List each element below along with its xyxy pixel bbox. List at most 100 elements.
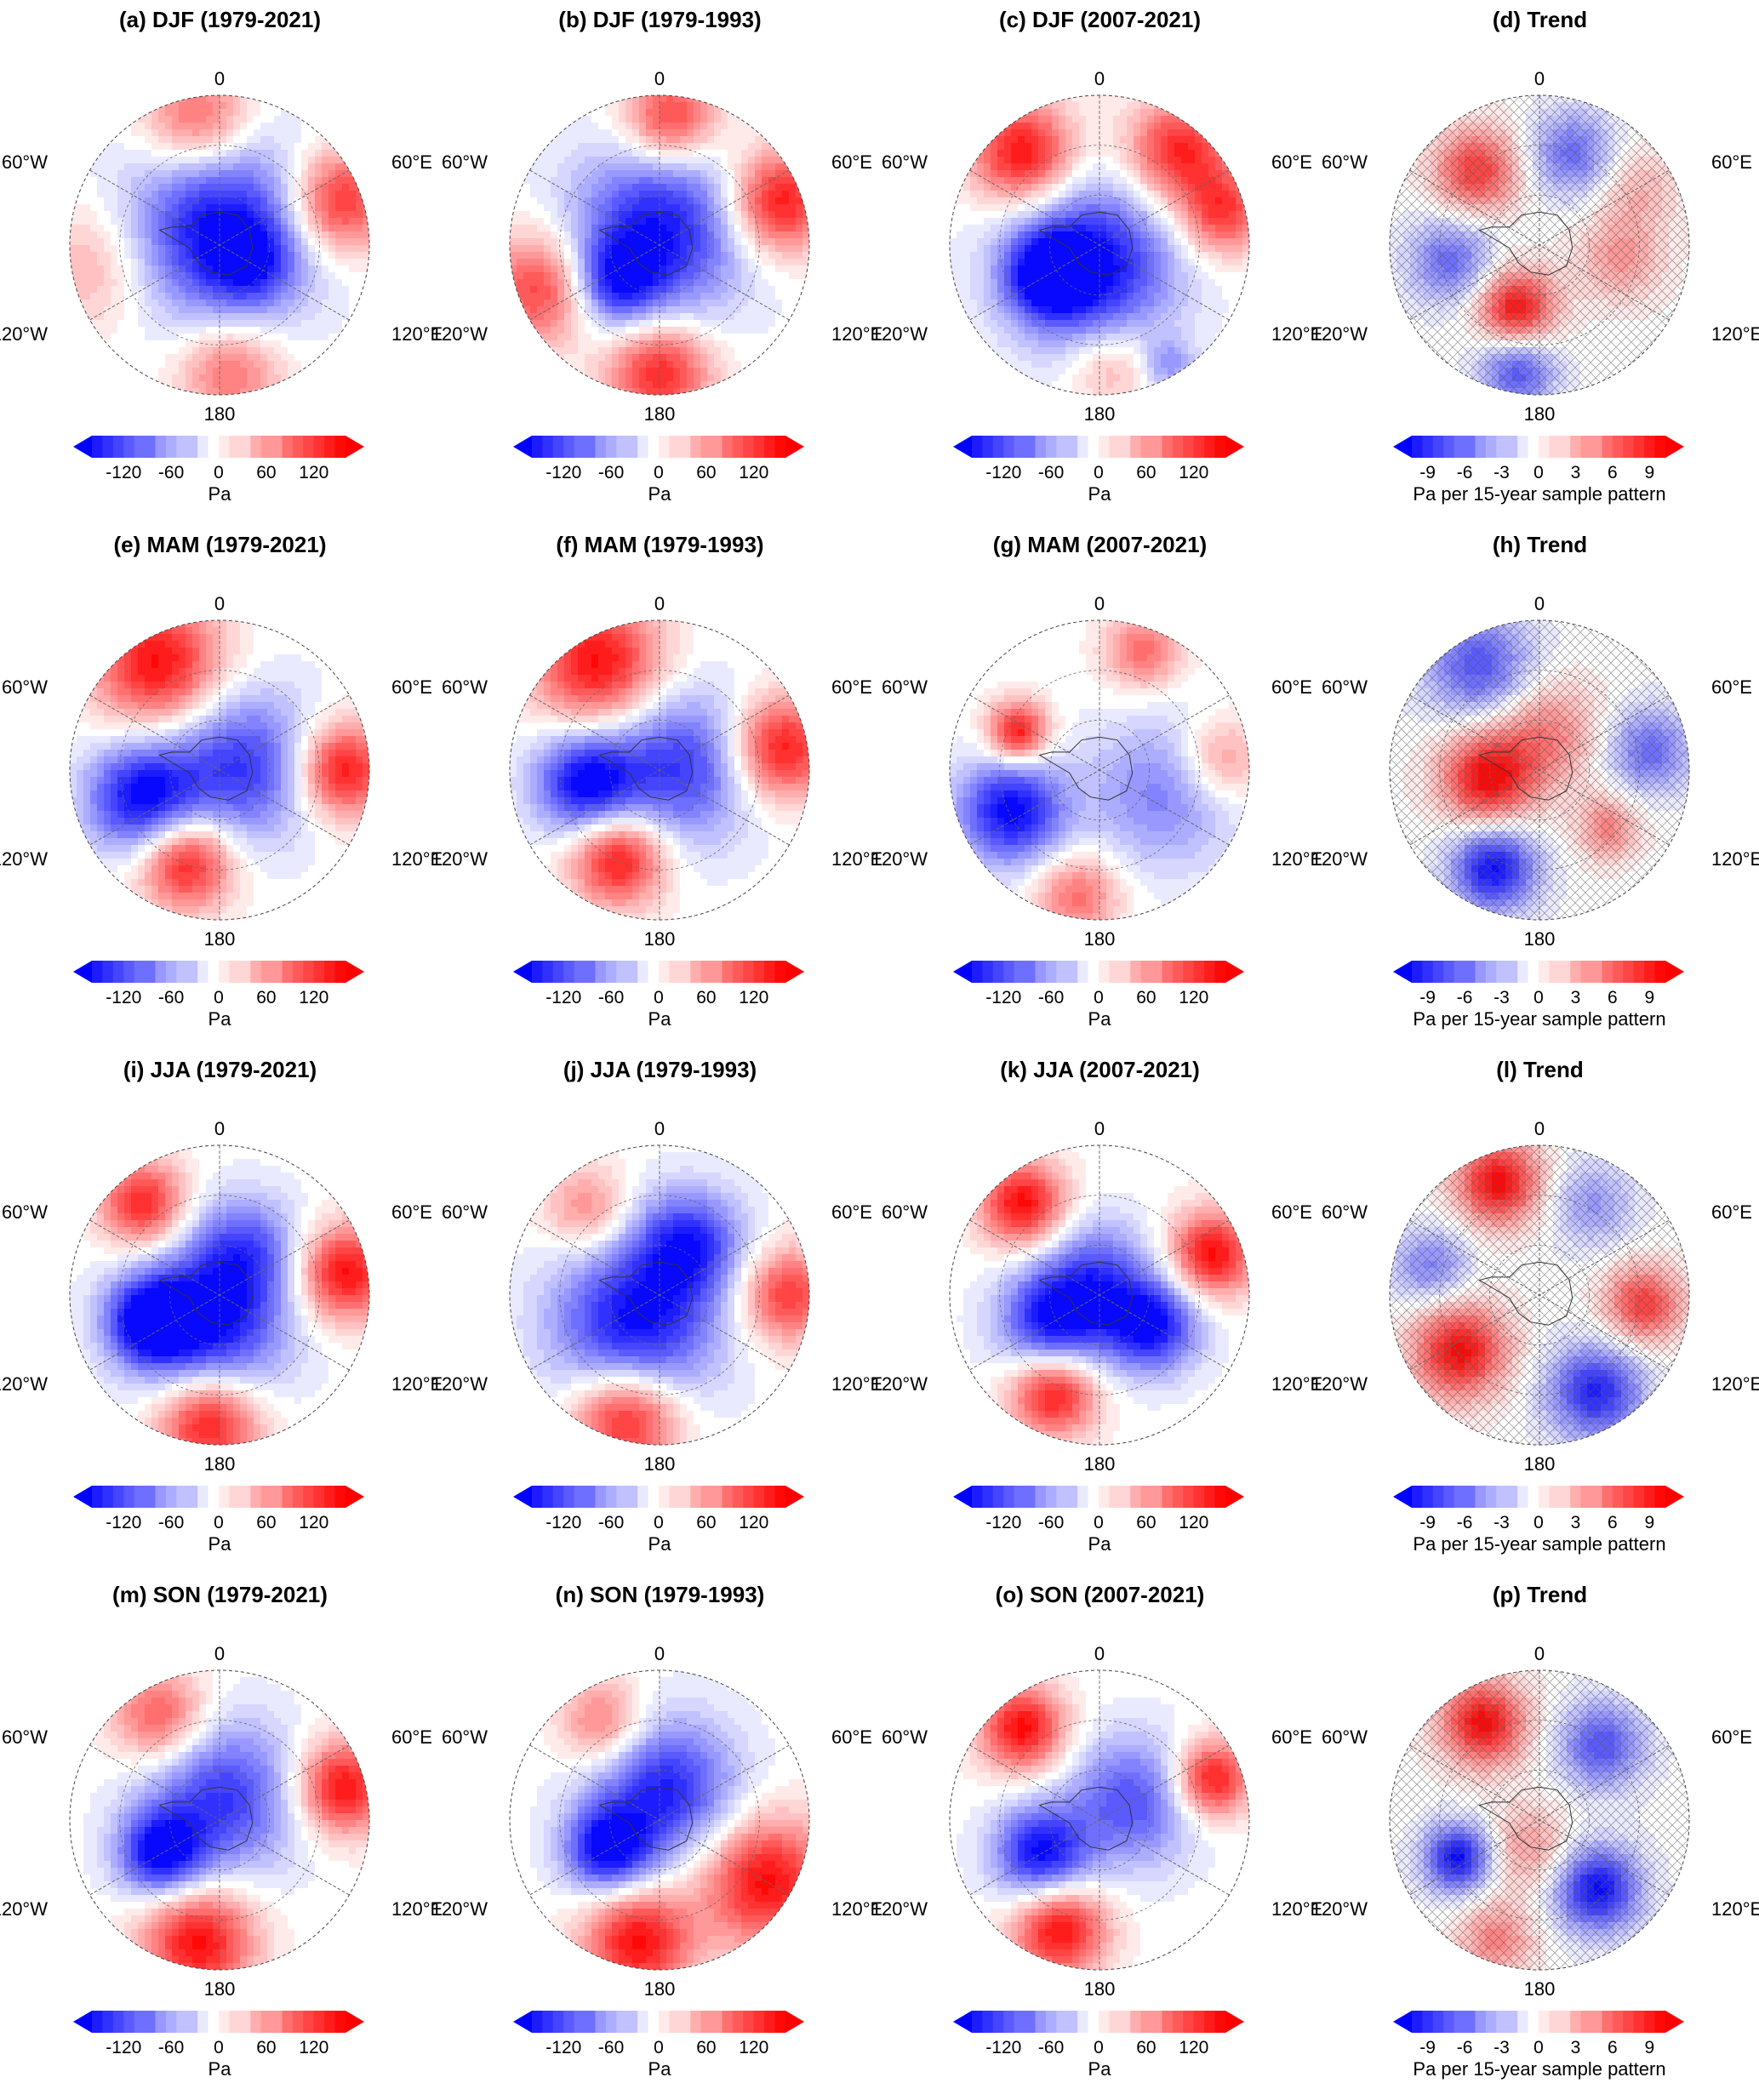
colorbar-unit: Pa bbox=[1088, 483, 1112, 505]
colorbar bbox=[513, 961, 804, 983]
colorbar-unit: Pa per 15-year sample pattern bbox=[1413, 1008, 1665, 1030]
longitude-label: 180 bbox=[1084, 1978, 1116, 2000]
colorbar-tick-label: 9 bbox=[1645, 1513, 1655, 1532]
longitude-label: 180 bbox=[644, 403, 676, 425]
pressure-field bbox=[950, 95, 1250, 396]
longitude-label: 60°E bbox=[1271, 151, 1312, 173]
longitude-label: 120°W bbox=[0, 848, 48, 870]
longitude-label: 180 bbox=[204, 403, 236, 425]
map-panel: (e) MAM (1979-2021)060°W60°E120°W120°E18… bbox=[0, 525, 440, 1050]
colorbar-tick-label: 60 bbox=[696, 988, 716, 1007]
colorbar-unit: Pa per 15-year sample pattern bbox=[1413, 1533, 1665, 1555]
longitude-label: 0 bbox=[1094, 593, 1105, 614]
colorbar-tick-label: -6 bbox=[1457, 1513, 1473, 1532]
colorbar-unit: Pa bbox=[1088, 1533, 1112, 1555]
colorbar-tick-label: 60 bbox=[1136, 2038, 1156, 2057]
colorbar-unit: Pa bbox=[648, 483, 672, 505]
longitude-label: 120°W bbox=[0, 323, 48, 345]
colorbar-tick-label: 0 bbox=[654, 1513, 664, 1532]
longitude-label: 120°W bbox=[1311, 1898, 1368, 1920]
longitude-label: 60°E bbox=[391, 1726, 432, 1748]
colorbar-tick-label: 60 bbox=[1136, 988, 1156, 1007]
longitude-label: 180 bbox=[1084, 1453, 1116, 1475]
pressure-field bbox=[1390, 1670, 1690, 1971]
colorbar-tick-label: -3 bbox=[1493, 463, 1510, 482]
colorbar-tick-label: 0 bbox=[1094, 988, 1104, 1007]
longitude-label: 60°W bbox=[1322, 151, 1368, 173]
map-panel: (m) SON (1979-2021)060°W60°E120°W120°E18… bbox=[0, 1575, 440, 2100]
colorbar-tick-label: -120 bbox=[545, 1513, 581, 1532]
colorbar-tick-label: -120 bbox=[985, 988, 1021, 1007]
colorbar-unit: Pa per 15-year sample pattern bbox=[1413, 2058, 1665, 2080]
colorbar bbox=[953, 961, 1244, 983]
longitude-label: 60°W bbox=[442, 1726, 488, 1748]
colorbar-tick-label: -60 bbox=[158, 2038, 184, 2057]
longitude-label: 180 bbox=[1524, 403, 1556, 425]
colorbar-tick-label: -9 bbox=[1419, 2038, 1436, 2057]
longitude-label: 60°E bbox=[831, 151, 872, 173]
pressure-field bbox=[70, 620, 370, 921]
longitude-label: 120°W bbox=[0, 1373, 48, 1395]
longitude-label: 120°W bbox=[431, 1898, 488, 1920]
colorbar-tick-label: 60 bbox=[256, 1513, 276, 1532]
colorbar-tick-label: 6 bbox=[1608, 463, 1618, 482]
colorbar-tick-label: 0 bbox=[1094, 1513, 1104, 1532]
longitude-label: 0 bbox=[1094, 68, 1105, 89]
colorbar-unit: Pa bbox=[1088, 2058, 1112, 2080]
colorbar-tick-label: -60 bbox=[158, 988, 184, 1007]
longitude-label: 60°E bbox=[1711, 1201, 1752, 1223]
colorbar-tick-label: 9 bbox=[1645, 463, 1655, 482]
colorbar-tick-label: 120 bbox=[299, 463, 328, 482]
pressure-field bbox=[510, 620, 810, 921]
colorbar-tick-label: 9 bbox=[1645, 988, 1655, 1007]
colorbar bbox=[1393, 436, 1684, 458]
longitude-label: 60°W bbox=[442, 151, 488, 173]
colorbar-tick-label: -120 bbox=[545, 2038, 581, 2057]
colorbar bbox=[73, 1486, 364, 1508]
longitude-label: 120°W bbox=[1311, 1373, 1368, 1395]
colorbar-tick-label: -120 bbox=[985, 463, 1021, 482]
longitude-label: 180 bbox=[644, 1978, 676, 2000]
pressure-field bbox=[70, 95, 370, 396]
longitude-label: 0 bbox=[214, 1643, 225, 1664]
longitude-label: 0 bbox=[1094, 1643, 1105, 1664]
colorbar-tick-label: 120 bbox=[1179, 2038, 1208, 2057]
colorbar-tick-label: -120 bbox=[545, 463, 581, 482]
pressure-field bbox=[950, 1145, 1250, 1446]
colorbar-tick-label: 120 bbox=[299, 988, 328, 1007]
colorbar-unit: Pa bbox=[208, 1008, 232, 1030]
colorbar-tick-label: 0 bbox=[654, 988, 664, 1007]
colorbar-tick-label: 120 bbox=[739, 1513, 768, 1532]
colorbar-unit: Pa bbox=[208, 2058, 232, 2080]
longitude-label: 60°E bbox=[1711, 151, 1752, 173]
longitude-label: 60°W bbox=[882, 676, 928, 698]
colorbar-tick-label: -60 bbox=[158, 1513, 184, 1532]
longitude-label: 60°W bbox=[2, 1726, 48, 1748]
colorbar-tick-label: -120 bbox=[985, 1513, 1021, 1532]
colorbar-tick-label: 60 bbox=[1136, 463, 1156, 482]
colorbar-tick-label: 0 bbox=[214, 1513, 224, 1532]
colorbar-tick-label: 3 bbox=[1571, 2038, 1581, 2057]
colorbar bbox=[1393, 2011, 1684, 2033]
colorbar bbox=[953, 1486, 1244, 1508]
colorbar-tick-label: 0 bbox=[214, 2038, 224, 2057]
colorbar-unit: Pa bbox=[208, 483, 232, 505]
longitude-label: 120°W bbox=[431, 323, 488, 345]
colorbar-tick-label: 120 bbox=[299, 2038, 328, 2057]
map-panel: (a) DJF (1979-2021)060°W60°E120°W120°E18… bbox=[0, 0, 440, 525]
pressure-field bbox=[70, 1145, 370, 1446]
map-panel: (i) JJA (1979-2021)060°W60°E120°W120°E18… bbox=[0, 1050, 440, 1575]
colorbar bbox=[73, 436, 364, 458]
longitude-label: 180 bbox=[1524, 928, 1556, 950]
